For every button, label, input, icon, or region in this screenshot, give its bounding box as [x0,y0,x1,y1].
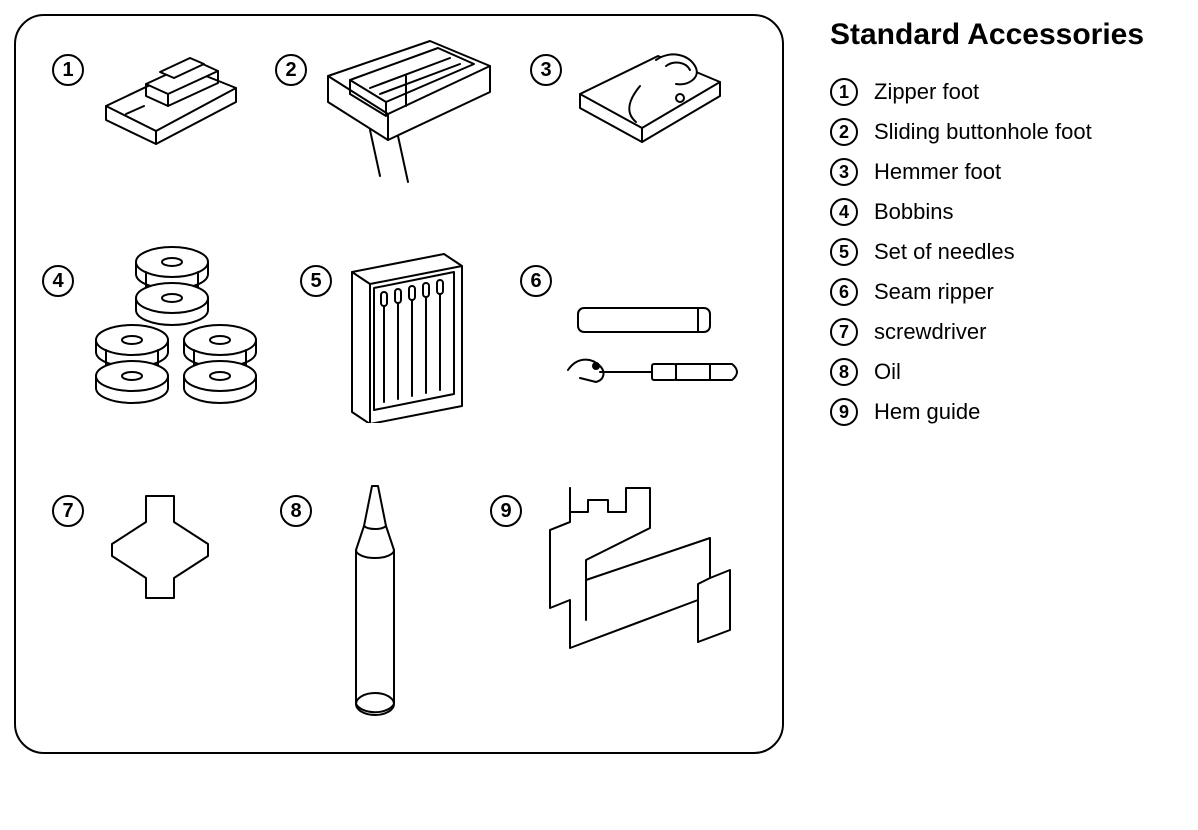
hem-guide-icon [530,480,740,670]
legend-label-9: Hem guide [874,399,980,425]
badge-9: 9 [490,495,522,527]
badge-2-number: 2 [285,59,296,82]
zipper-foot-icon [96,36,246,146]
page: 1 2 3 [0,0,1198,830]
badge-7-number: 7 [62,500,73,523]
badge-1-number: 1 [62,59,73,82]
legend-label-6: Seam ripper [874,279,994,305]
seam-ripper-icon [560,300,750,400]
legend-badge-6: 6 [830,278,858,306]
badge-5-number: 5 [310,270,321,293]
legend-badge-8: 8 [830,358,858,386]
legend-row-5: 5 Set of needles [830,238,1144,266]
legend-row-9: 9 Hem guide [830,398,1144,426]
badge-3-number: 3 [540,59,551,82]
legend-badge-3: 3 [830,158,858,186]
legend-badge-2: 2 [830,118,858,146]
badge-6: 6 [520,265,552,297]
legend-row-7: 7 screwdriver [830,318,1144,346]
legend-badge-5: 5 [830,238,858,266]
bobbins-icon [80,238,280,408]
legend-badge-9: 9 [830,398,858,426]
badge-6-number: 6 [530,270,541,293]
badge-4-number: 4 [52,270,63,293]
badge-3: 3 [530,54,562,86]
badge-1: 1 [52,54,84,86]
legend-label-2: Sliding buttonhole foot [874,119,1092,145]
legend-label-1: Zipper foot [874,79,979,105]
badge-4: 4 [42,265,74,297]
badge-2: 2 [275,54,307,86]
legend-row-8: 8 Oil [830,358,1144,386]
legend-badge-4: 4 [830,198,858,226]
badge-5: 5 [300,265,332,297]
legend-label-5: Set of needles [874,239,1015,265]
screwdriver-icon [100,488,220,608]
legend: Standard Accessories 1 Zipper foot 2 Sli… [830,18,1144,438]
oil-icon [330,480,420,730]
legend-label-7: screwdriver [874,319,986,345]
needle-pack-icon [340,248,470,423]
legend-row-2: 2 Sliding buttonhole foot [830,118,1144,146]
legend-row-4: 4 Bobbins [830,198,1144,226]
hemmer-foot-icon [570,36,730,146]
badge-9-number: 9 [500,500,511,523]
legend-row-1: 1 Zipper foot [830,78,1144,106]
legend-title: Standard Accessories [830,18,1144,52]
badge-8-number: 8 [290,500,301,523]
legend-badge-1: 1 [830,78,858,106]
badge-8: 8 [280,495,312,527]
legend-label-8: Oil [874,359,901,385]
legend-row-6: 6 Seam ripper [830,278,1144,306]
legend-row-3: 3 Hemmer foot [830,158,1144,186]
legend-label-3: Hemmer foot [874,159,1001,185]
buttonhole-foot-icon [310,36,500,186]
badge-7: 7 [52,495,84,527]
legend-label-4: Bobbins [874,199,954,225]
legend-badge-7: 7 [830,318,858,346]
